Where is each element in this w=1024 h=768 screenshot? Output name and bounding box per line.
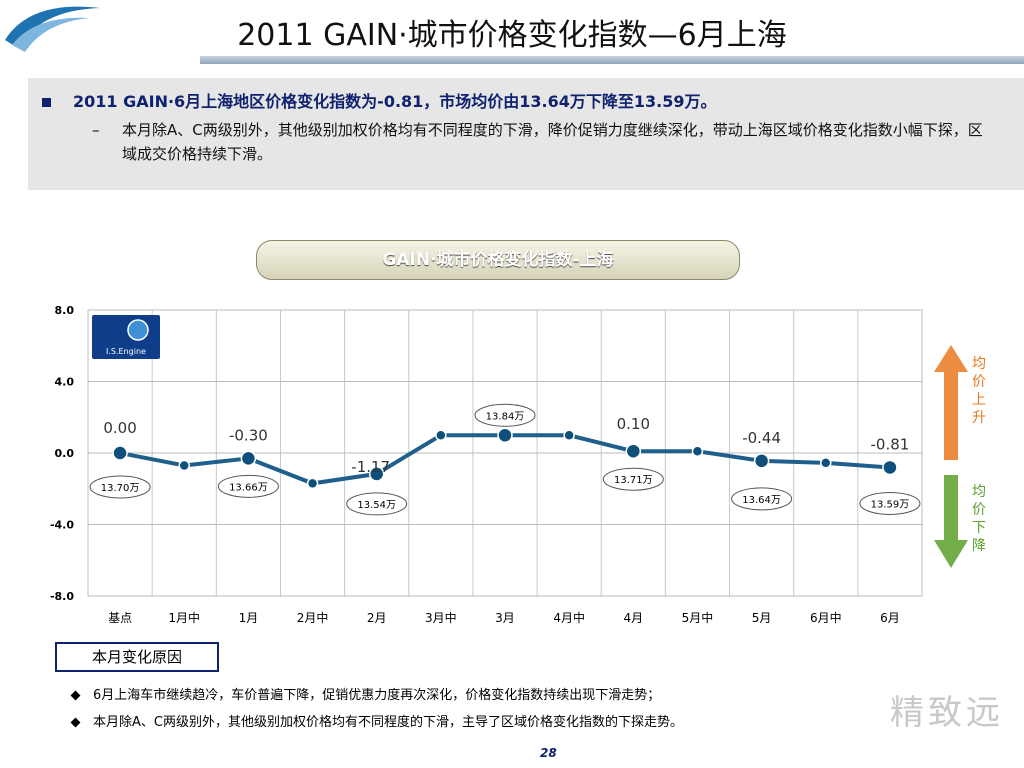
price-down-label: 降 [972, 538, 986, 554]
reasons-list: 6月上海车市继续趋冷，车价普遍下降，促销优惠力度再次深化，价格变化指数持续出现下… [70, 682, 683, 736]
x-tick-label: 3月 [495, 611, 515, 625]
price-callout-bubble [217, 474, 279, 498]
price-up-arrow-icon [934, 345, 968, 460]
x-tick-label: 4月 [623, 611, 643, 625]
x-tick-label: 4月中 [553, 610, 585, 625]
data-point [178, 459, 190, 472]
price-up-label: 价 [972, 374, 986, 390]
reason-text: 6月上海车市继续趋冷，车价普遍下降，促销优惠力度再次深化，价格变化指数持续出现下… [93, 688, 661, 703]
data-label: -0.44 [742, 429, 781, 447]
price-label: 13.64万 [742, 495, 781, 506]
x-tick-label: 5月中 [682, 610, 714, 625]
reason-text: 本月除A、C两级别外，其他级别加权价格均有不同程度的下滑，主导了区域价格变化指数… [93, 715, 683, 730]
title-divider [200, 56, 1024, 64]
data-label: 0.10 [617, 415, 650, 433]
price-label: 13.71万 [614, 475, 653, 486]
price-label: 13.59万 [871, 499, 910, 510]
y-tick-label: -8.0 [50, 590, 74, 603]
x-tick-label: 6月 [880, 611, 900, 625]
watermark: 精致远 [890, 693, 1004, 733]
data-point [112, 445, 128, 461]
x-tick-label: 3月中 [425, 610, 457, 625]
data-point [882, 459, 898, 476]
x-tick-label: 5月 [752, 611, 772, 625]
diamond-bullet-icon [70, 690, 81, 701]
price-down-arrow-icon [934, 475, 968, 568]
reason-item: 6月上海车市继续趋冷，车价普遍下降，促销优惠力度再次深化，价格变化指数持续出现下… [70, 682, 683, 709]
data-label: -0.81 [871, 435, 910, 453]
data-point [368, 466, 385, 482]
data-point [240, 450, 257, 467]
isengine-logo-text: I.S.Engine [106, 347, 146, 356]
x-tick-label: 2月 [367, 611, 387, 625]
price-callout-bubble [474, 403, 536, 427]
price-down-label: 下 [972, 520, 986, 536]
data-point [435, 429, 447, 442]
x-tick-label: 2月中 [297, 610, 329, 625]
data-label: 0.00 [103, 419, 136, 437]
isengine-logo-icon [127, 319, 149, 341]
reasons-heading: 本月变化原因 [55, 642, 219, 672]
x-tick-label: 基点 [108, 611, 132, 625]
price-callout-bubble [89, 475, 151, 499]
data-point [563, 429, 575, 442]
price-down-label: 价 [972, 502, 986, 518]
price-up-label: 升 [972, 410, 986, 426]
price-label: 13.66万 [229, 482, 268, 493]
data-point [306, 477, 319, 490]
price-up-label: 均 [972, 356, 986, 372]
line-chart: 8.0 4.0 0.0 -4.0 -8.0 基点 1月中 1月 2月中 2月 3月中 3月 4月中 4月 5… [50, 304, 986, 625]
page-title: 2011 GAIN·城市价格变化指数—6月上海 [237, 18, 787, 53]
price-callout-bubble [731, 487, 793, 511]
square-bullet-icon [42, 98, 51, 107]
summary-panel [28, 78, 1024, 190]
diamond-bullet-icon [70, 717, 81, 728]
y-tick-label: 4.0 [55, 376, 75, 389]
data-point [753, 453, 770, 469]
dash-bullet: – [92, 121, 100, 139]
y-tick-label: 8.0 [55, 304, 75, 317]
page-number: 28 [540, 746, 557, 760]
data-label: -0.30 [229, 426, 268, 444]
price-up-label: 上 [972, 392, 986, 408]
summary-main-bullet: 2011 GAIN·6月上海地区价格变化指数为-0.81，市场均价由13.64万… [42, 88, 717, 112]
data-label: -1.17 [351, 458, 390, 476]
data-point [691, 445, 704, 457]
data-point [625, 443, 642, 459]
price-callout-bubble [602, 467, 664, 491]
summary-main-text: 2011 GAIN·6月上海地区价格变化指数为-0.81，市场均价由13.64万… [73, 92, 717, 111]
y-tick-label: -4.0 [50, 519, 74, 532]
brand-swoosh-logo [5, 6, 100, 52]
price-down-label: 均 [972, 484, 986, 500]
x-tick-label: 6月中 [810, 610, 842, 625]
price-label: 13.54万 [357, 500, 396, 511]
data-point [820, 457, 832, 469]
price-callout-bubble [346, 492, 408, 516]
y-tick-label: 0.0 [55, 447, 75, 460]
price-label: 13.84万 [486, 411, 525, 422]
x-tick-label: 1月 [239, 611, 259, 625]
price-callout-bubble [859, 491, 921, 515]
reason-item: 本月除A、C两级别外，其他级别加权价格均有不同程度的下滑，主导了区域价格变化指数… [70, 709, 683, 736]
price-label: 13.70万 [101, 483, 140, 494]
x-tick-label: 1月中 [168, 610, 200, 625]
data-point [497, 427, 513, 444]
chart-title: GAIN·城市价格变化指数-上海 [256, 240, 740, 280]
summary-sub-text: 本月除A、C两级别外，其他级别加权价格均有不同程度的下滑，降价促销力度继续深化，… [122, 121, 983, 163]
